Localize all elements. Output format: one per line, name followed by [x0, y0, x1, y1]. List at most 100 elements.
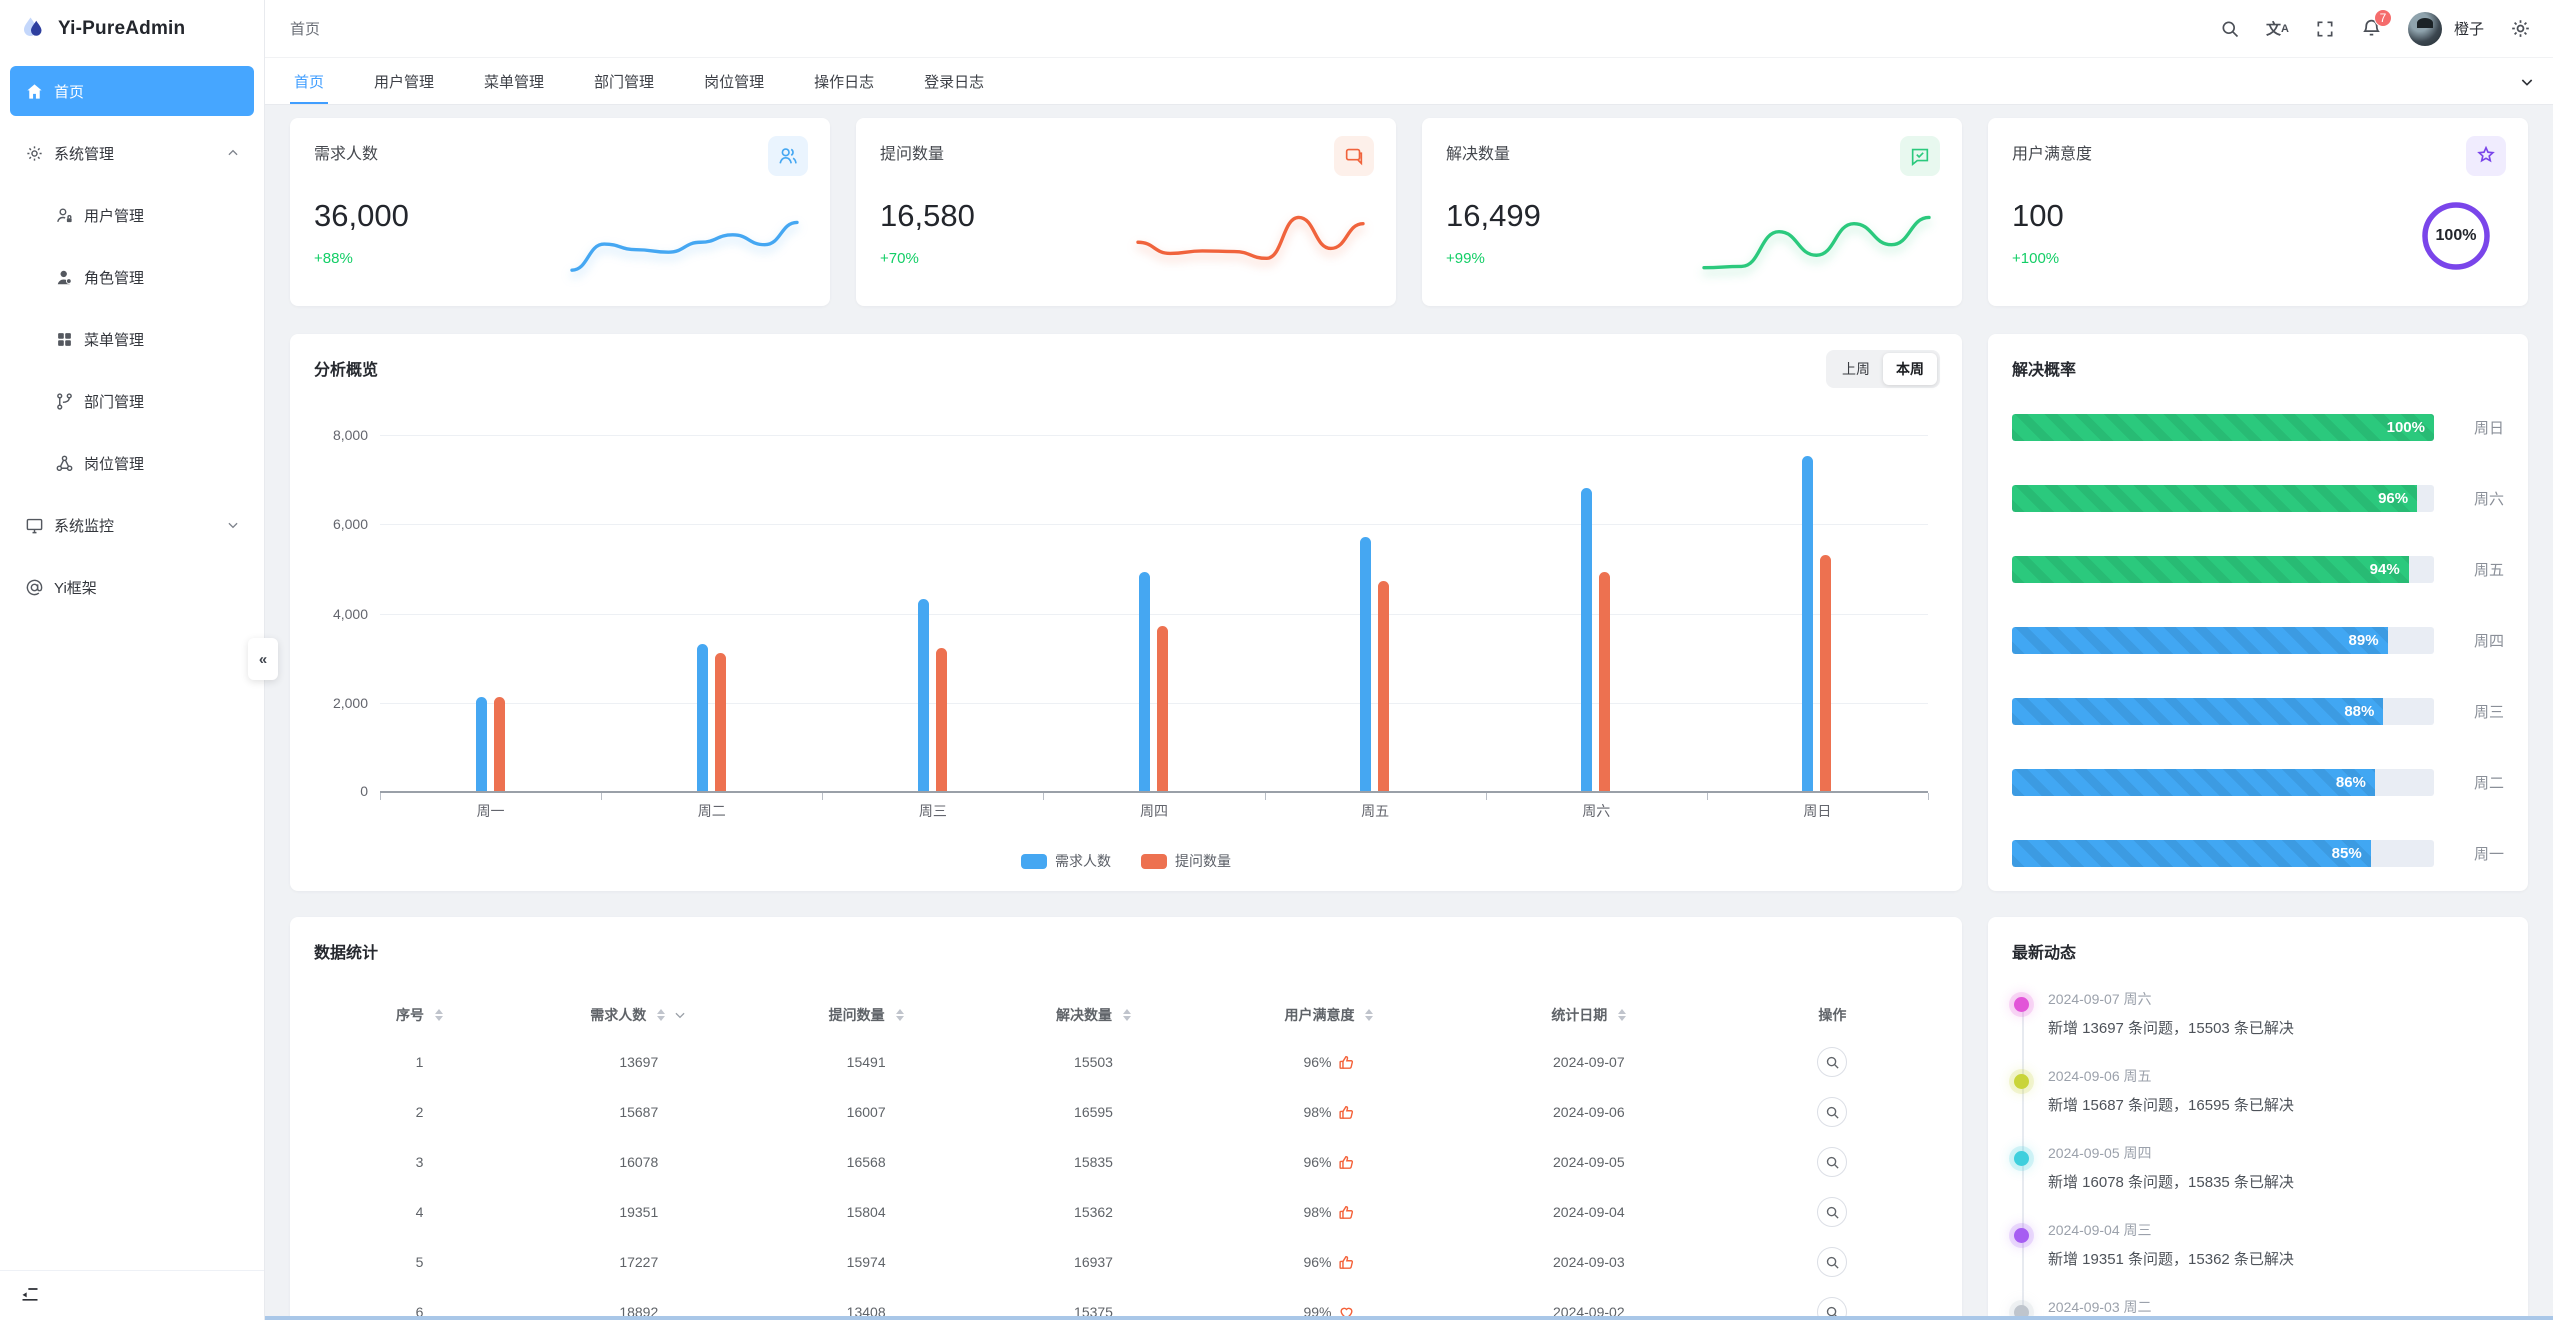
y-tick-label: 8,000	[332, 427, 368, 443]
data-table: 序号 需求人数 提问数量 解决数量 用户满意度 统计日期 操作 1 13697 15491 …	[314, 993, 1938, 1320]
search-icon[interactable]	[2220, 19, 2240, 39]
sidebar-item-8[interactable]: Yi框架	[10, 562, 254, 612]
row-view-button[interactable]	[1817, 1097, 1848, 1127]
bar-提问数量-周五[interactable]	[1378, 581, 1390, 791]
magnifier-icon	[1825, 1205, 1840, 1220]
username[interactable]: 橙子	[2453, 21, 2484, 38]
sidebar-item-label: 用户管理	[84, 207, 145, 225]
main-content: 需求人数 36,000 +88% 提问数量 16,580 +70% 解决数量 1…	[265, 105, 2553, 1320]
bar-chart: 0 2,000 4,000 6,000 8,000	[333, 427, 1929, 800]
tab-4[interactable]: 岗位管理	[704, 73, 765, 91]
sidebar-item-6[interactable]: 岗位管理	[10, 438, 254, 488]
satisfaction-ring: 100%	[2420, 200, 2492, 272]
row-view-button[interactable]	[1817, 1147, 1848, 1177]
tab-1[interactable]: 用户管理	[374, 73, 435, 91]
sidebar-item-1[interactable]: 系统管理	[10, 128, 254, 178]
sort-carets-icon[interactable]	[895, 1009, 904, 1021]
sidebar-item-2[interactable]: 用户管理	[10, 190, 254, 240]
cell-demand: 13697	[619, 1054, 659, 1070]
toggle-上周[interactable]: 上周	[1829, 353, 1883, 385]
bar-提问数量-周日[interactable]	[1820, 554, 1832, 791]
stat-card-1: 提问数量 16,580 +70%	[856, 118, 1396, 306]
notification-bell-icon[interactable]: 7	[2361, 9, 2392, 39]
legend-item-需求人数[interactable]: 需求人数	[1021, 851, 1111, 871]
news-text: 新增 15687 条问题，16595 条已解决	[2048, 1097, 2294, 1114]
timeline-dot-icon	[2014, 1151, 2029, 1166]
progress-percent-label: 94%	[2369, 561, 2400, 578]
progress-row-周一: 85% 周一	[2012, 840, 2504, 867]
x-tick	[822, 793, 824, 800]
menu-fold-icon[interactable]	[20, 1284, 40, 1304]
sort-carets-icon[interactable]	[657, 1009, 666, 1021]
thumb-up-icon	[1338, 1054, 1355, 1071]
bar-需求人数-周六[interactable]	[1581, 487, 1593, 791]
tab-5[interactable]: 操作日志	[814, 73, 875, 91]
thumb-up-icon	[1338, 1204, 1355, 1221]
x-axis-label: 周四	[1139, 803, 1168, 819]
tab-6[interactable]: 登录日志	[924, 73, 985, 91]
row-view-button[interactable]	[1817, 1047, 1848, 1077]
bar-需求人数-周三[interactable]	[917, 599, 929, 791]
cell-satisfaction: 96%	[1207, 1054, 1451, 1071]
progress-track: 96%	[2012, 485, 2434, 512]
news-text: 新增 19351 条问题，15362 条已解决	[2048, 1251, 2294, 1268]
sidebar-item-label: 岗位管理	[84, 455, 145, 473]
progress-day-label: 周日	[2473, 420, 2504, 437]
sidebar-item-4[interactable]: 菜单管理	[10, 314, 254, 364]
sort-carets-icon[interactable]	[1365, 1009, 1374, 1021]
bar-需求人数-周四[interactable]	[1138, 572, 1150, 791]
bar-group-周四	[1043, 436, 1264, 793]
ring-percent-label: 100%	[2435, 227, 2477, 244]
bar-提问数量-周四[interactable]	[1156, 625, 1168, 791]
filter-chevron-down-icon[interactable]	[673, 1008, 687, 1022]
sort-carets-icon[interactable]	[1123, 1009, 1131, 1021]
bar-提问数量-周二[interactable]	[714, 652, 726, 791]
tab-0[interactable]: 首页	[290, 58, 329, 104]
bar-提问数量-周一[interactable]	[493, 697, 505, 791]
table-header-统计日期: 统计日期	[1451, 1005, 1727, 1025]
stat-card-delta: +99%	[1446, 250, 1485, 267]
bar-需求人数-周二[interactable]	[696, 643, 708, 791]
bar-columns	[380, 436, 1928, 793]
tabs-chevron-down-icon[interactable]	[2519, 58, 2535, 105]
breadcrumb[interactable]: 首页	[290, 21, 321, 38]
bar-需求人数-周日[interactable]	[1802, 456, 1814, 791]
bar-需求人数-周一[interactable]	[475, 697, 487, 791]
tab-2[interactable]: 菜单管理	[484, 73, 545, 91]
legend-label: 提问数量	[1175, 853, 1231, 869]
settings-gear-icon[interactable]	[2510, 18, 2531, 39]
sidebar-collapse-button[interactable]: «	[248, 638, 278, 680]
row-view-button[interactable]	[1817, 1297, 1848, 1320]
sidebar-item-0[interactable]: 首页	[10, 66, 254, 116]
fullscreen-icon[interactable]	[2315, 19, 2335, 39]
tab-3[interactable]: 部门管理	[594, 73, 655, 91]
legend-item-提问数量[interactable]: 提问数量	[1141, 851, 1231, 871]
news-date: 2024-09-06 周五	[2048, 1068, 2152, 1084]
row-view-button[interactable]	[1817, 1197, 1848, 1227]
bar-需求人数-周五[interactable]	[1360, 536, 1372, 791]
progress-percent-label: 96%	[2378, 490, 2409, 507]
cell-index: 5	[415, 1254, 424, 1270]
progress-fill: 96%	[2012, 485, 2418, 512]
sidebar-item-label: 部门管理	[84, 393, 145, 411]
monitor-icon	[24, 515, 44, 535]
bar-提问数量-周三[interactable]	[935, 648, 947, 791]
cell-demand: 19351	[619, 1204, 659, 1220]
cell-index: 4	[415, 1204, 424, 1220]
sidebar-item-7[interactable]: 系统监控	[10, 500, 254, 550]
sort-carets-icon[interactable]	[1618, 1009, 1627, 1021]
news-item-2: 2024-09-05 周四 新增 16078 条问题，15835 条已解决	[2014, 1143, 2504, 1192]
stat-cards-row: 需求人数 36,000 +88% 提问数量 16,580 +70% 解决数量 1…	[290, 118, 2528, 306]
bar-提问数量-周六[interactable]	[1599, 572, 1611, 791]
sort-carets-icon[interactable]	[435, 1009, 444, 1021]
sidebar-item-5[interactable]: 部门管理	[10, 376, 254, 426]
row-view-button[interactable]	[1817, 1247, 1848, 1277]
gridline: 8,000	[333, 427, 1928, 443]
avatar[interactable]	[2407, 11, 2442, 46]
app-logo[interactable]: Yi-PureAdmin	[0, 0, 264, 58]
toggle-本周[interactable]: 本周	[1883, 353, 1937, 385]
sidebar-item-3[interactable]: 角色管理	[10, 252, 254, 302]
progress-row-周五: 94% 周五	[2012, 556, 2504, 583]
stat-card-2: 解决数量 16,499 +99%	[1422, 118, 1962, 306]
